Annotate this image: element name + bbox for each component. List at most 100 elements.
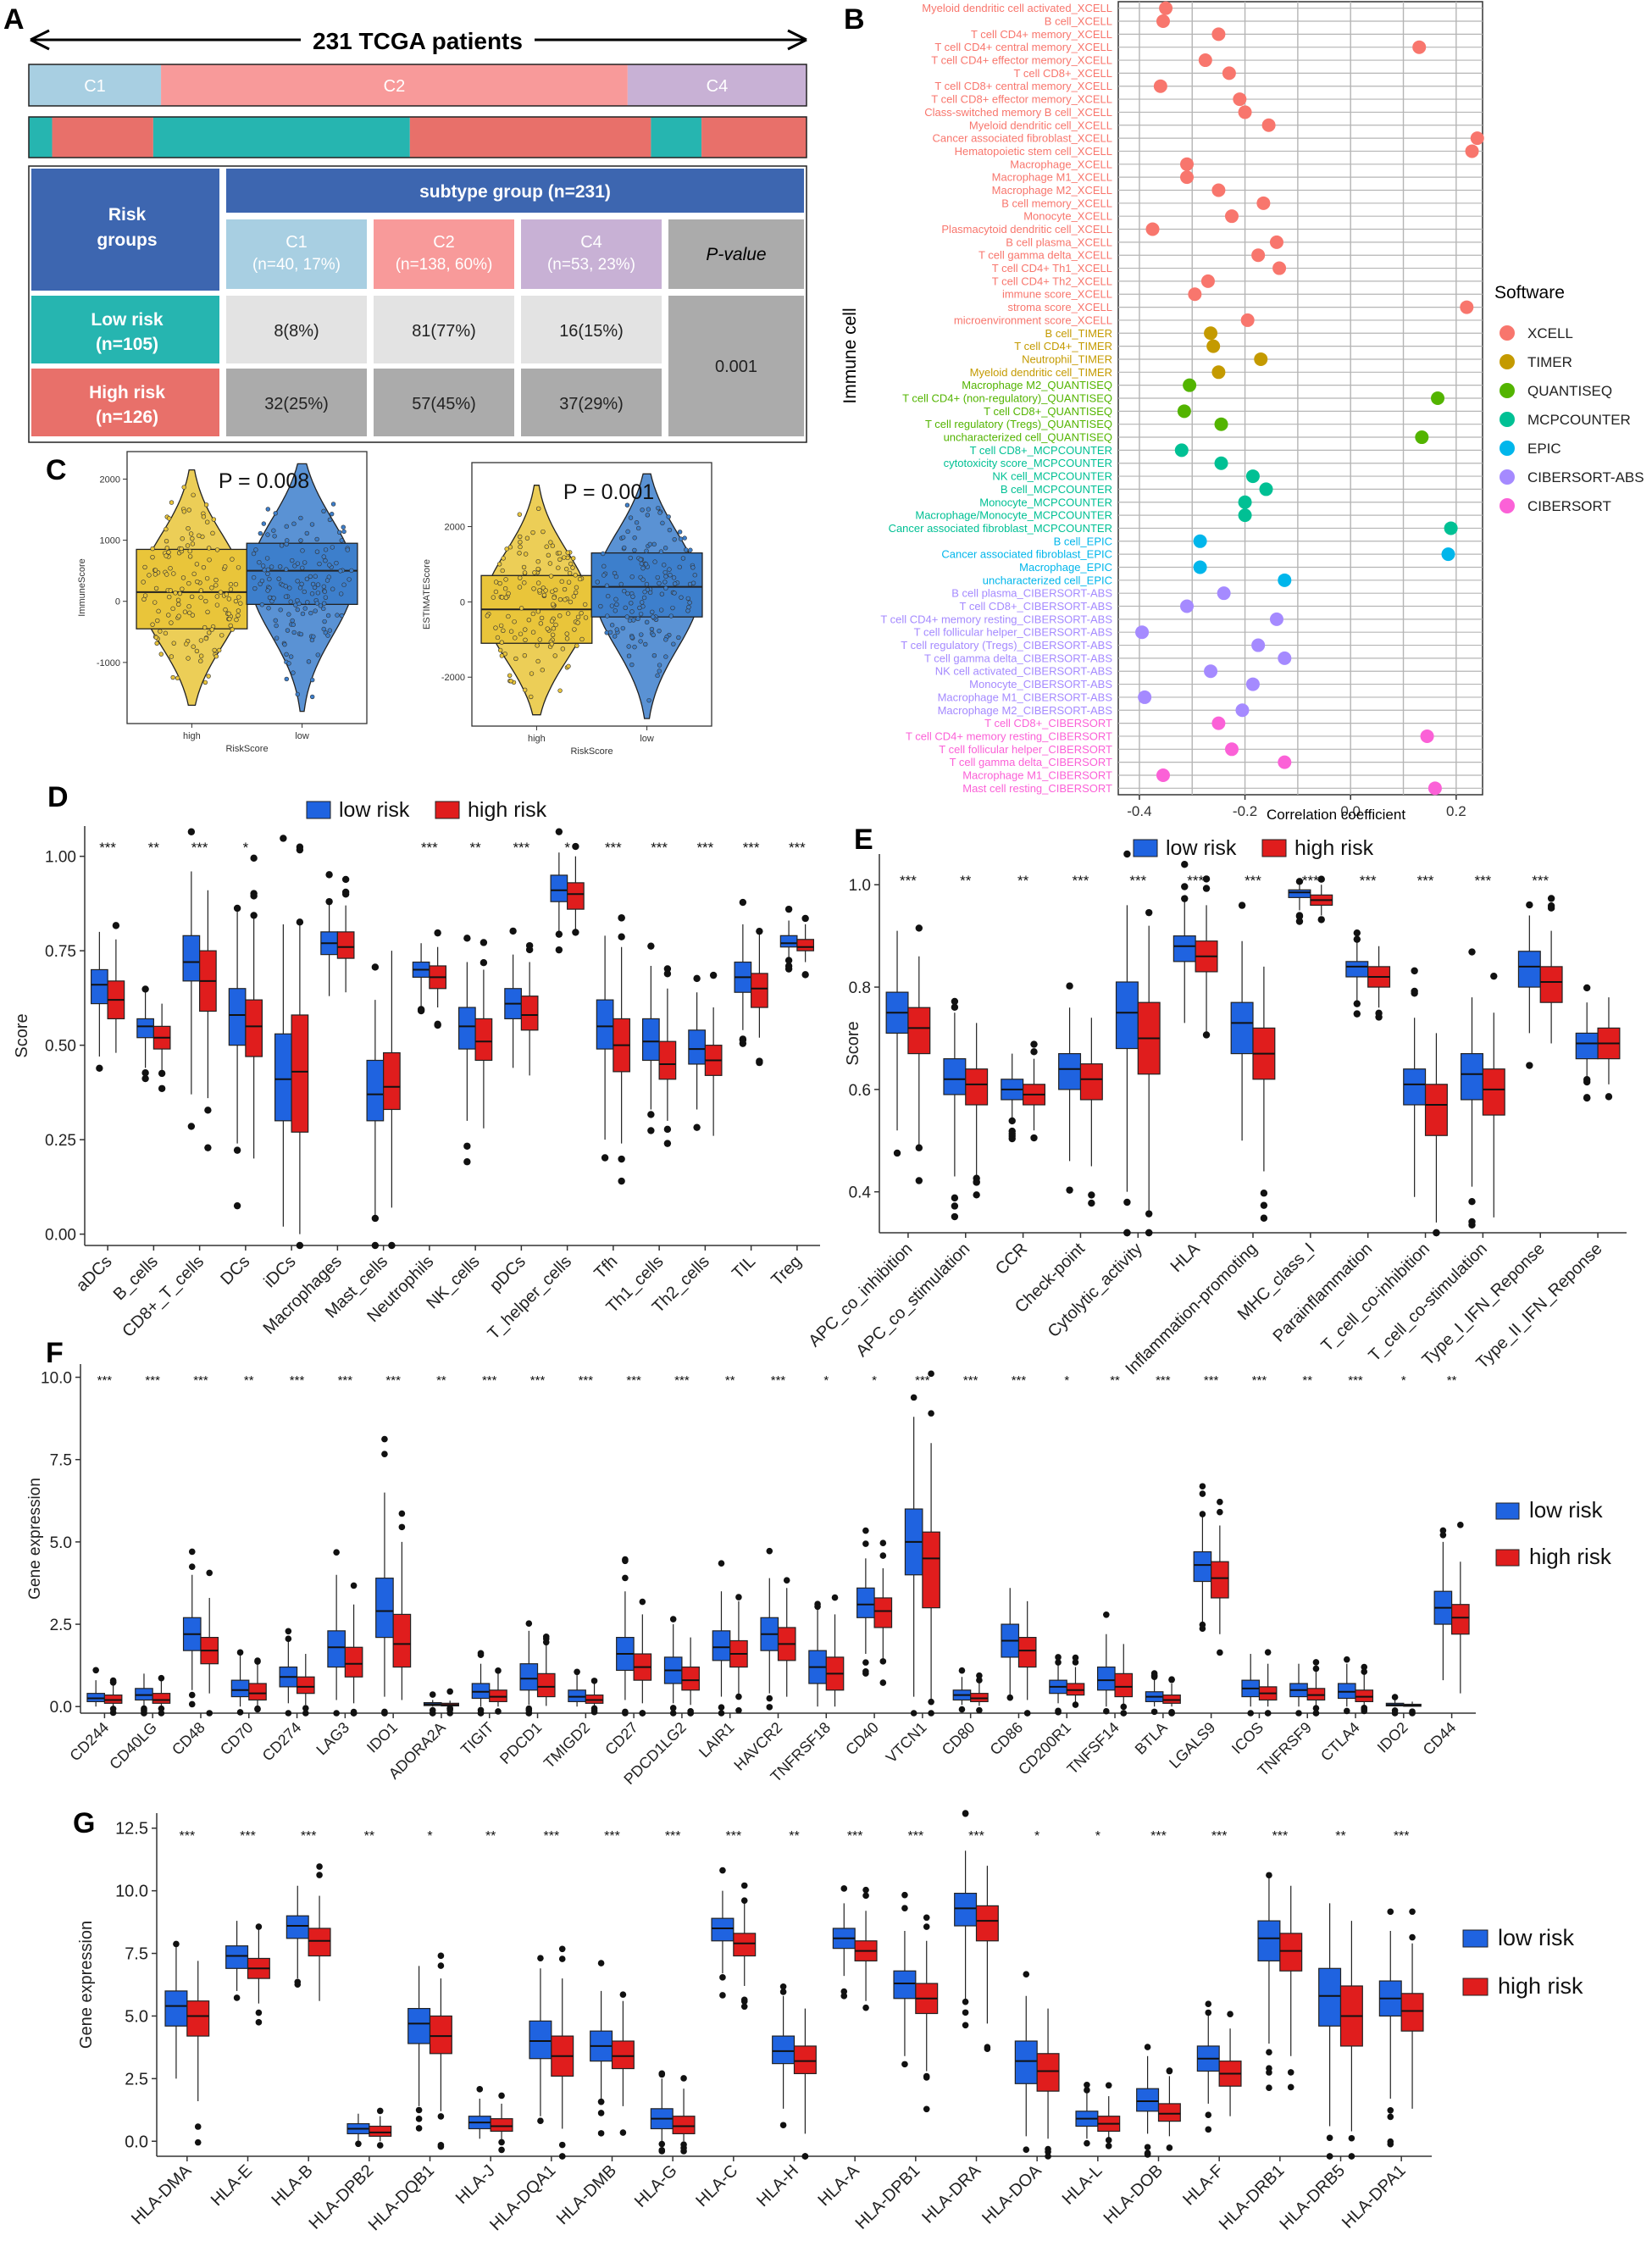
b-x-axis-label: Correlation coefficient [1267, 807, 1405, 823]
legend-swatch-low [306, 801, 331, 819]
violin-point [609, 603, 615, 608]
violin-point [186, 526, 191, 531]
outlier [1295, 878, 1304, 885]
violin-point [327, 517, 333, 523]
outlier [1387, 2106, 1394, 2114]
box-high [383, 1051, 401, 1111]
significance-label: *** [240, 1829, 256, 1844]
box-low [1172, 935, 1196, 962]
significance-label: ** [1110, 1373, 1120, 1388]
significance-label: *** [789, 840, 806, 856]
significance-label: ** [1302, 1373, 1312, 1388]
significance-label: *** [513, 840, 529, 856]
table-cell [521, 296, 662, 363]
violin-ytick-label: 1000 [100, 536, 120, 546]
violin-point [260, 563, 266, 569]
outlier [302, 1705, 309, 1711]
outlier [296, 918, 304, 926]
b-xtick-label: -0.4 [1127, 803, 1151, 819]
violin-point [338, 591, 344, 596]
violin-point [180, 575, 186, 580]
significance-label: ** [436, 1373, 446, 1388]
violin-ytick-label: 2000 [445, 523, 465, 533]
violin-point [530, 530, 535, 535]
violin-point [499, 595, 505, 600]
box-low [366, 1059, 385, 1122]
violin-point [236, 608, 241, 613]
outlier [158, 1069, 166, 1078]
b-cell-label: T cell CD8+ central memory_XCELL [934, 80, 1112, 92]
violin-point [656, 505, 661, 511]
outlier [951, 1212, 959, 1221]
violin-point [166, 613, 171, 618]
violin-point [499, 653, 505, 658]
outlier [109, 1677, 117, 1684]
box-low [1058, 1052, 1082, 1090]
violin-point [658, 607, 664, 613]
violin-point [570, 565, 575, 570]
legend-dot-cibersort-abs [1500, 469, 1515, 485]
risk-table: Risk groups subtype group (n=231) C1 (n=40, … [28, 165, 807, 443]
violin-point [651, 632, 656, 638]
box-high [907, 1007, 931, 1055]
violin-point [562, 555, 567, 560]
violin-point [324, 578, 330, 583]
outlier [480, 939, 488, 946]
violin-point [226, 596, 232, 602]
violin-point [285, 538, 290, 543]
significance-label: *** [771, 1373, 786, 1388]
violin-point [640, 577, 646, 582]
xtick-label: CD244 [66, 1719, 112, 1765]
b-cell-label: Macrophage_EPIC [1019, 561, 1112, 574]
violin-point [566, 580, 572, 585]
xtick-label: HLA-DMA [128, 2161, 196, 2229]
outlier [639, 1710, 646, 1717]
violin-point [517, 585, 523, 590]
violin-point [164, 546, 169, 551]
violin-point [158, 629, 163, 634]
box-low [1193, 1550, 1212, 1583]
violin-point [644, 548, 649, 553]
outlier [1409, 1908, 1416, 1916]
subtype-header-C1 [226, 219, 367, 289]
violin-point [206, 674, 211, 679]
b-point [1261, 118, 1276, 132]
outlier [663, 970, 672, 978]
violin-point [314, 536, 319, 542]
outlier [415, 2125, 423, 2132]
box-high [1482, 1068, 1505, 1116]
outlier [1168, 1676, 1175, 1683]
violin-point [493, 589, 499, 595]
b-cell-label: Macrophage M1_CIBERSORT [962, 768, 1112, 781]
box-high [1424, 1084, 1448, 1136]
violin-point [521, 564, 527, 570]
significance-label: *** [193, 1373, 208, 1388]
outlier [951, 997, 959, 1006]
outlier [923, 1923, 930, 1930]
b-point [1235, 703, 1250, 718]
violin-point [650, 609, 655, 615]
patients-title: 231 TCGA patients [313, 28, 523, 54]
violin-point [265, 532, 270, 537]
outlier [141, 985, 149, 993]
violin-point [273, 618, 278, 624]
outlier [495, 1708, 502, 1715]
violin-point [663, 654, 668, 659]
y-axis-label: Gene expression [77, 1921, 96, 2049]
significance-label: * [427, 1829, 432, 1844]
violin-point [190, 536, 195, 541]
outlier [766, 1704, 773, 1711]
violin-point [537, 637, 542, 642]
panel-letter-b: B [844, 3, 865, 36]
b-point [1204, 664, 1218, 679]
violin-point [566, 663, 571, 669]
outlier [112, 922, 120, 929]
significance-label: *** [604, 1829, 620, 1844]
b-point [1204, 326, 1218, 341]
violin-point [629, 662, 635, 668]
outlier [687, 1707, 694, 1715]
b-cell-label: T cell CD8+ effector memory_XCELL [931, 93, 1112, 106]
outlier [1266, 2065, 1272, 2072]
b-point [1431, 391, 1445, 405]
violin-point [212, 647, 217, 653]
